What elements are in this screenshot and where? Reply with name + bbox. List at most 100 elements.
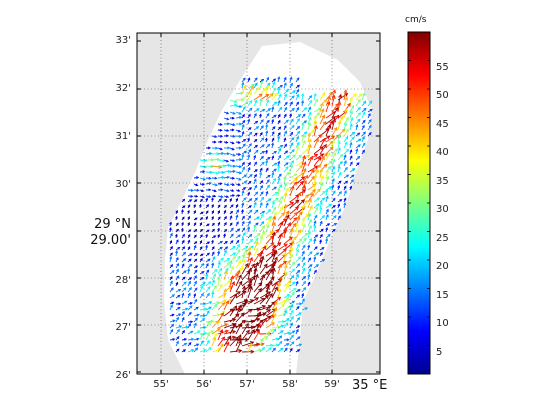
current-vector-head <box>297 84 301 88</box>
current-vector <box>361 112 366 119</box>
current-vector-head <box>350 117 354 121</box>
current-vector-head <box>232 194 236 198</box>
current-vector-head <box>187 239 191 243</box>
current-vector <box>337 101 341 113</box>
current-vector <box>313 181 317 191</box>
current-vector <box>295 238 303 245</box>
current-vector-head <box>214 135 218 139</box>
current-vector-head <box>338 93 343 99</box>
current-vector <box>337 166 341 173</box>
current-vector-head <box>230 233 234 237</box>
current-vector <box>241 259 246 269</box>
current-vector-head <box>249 187 253 191</box>
current-vector <box>259 309 271 317</box>
current-vector <box>235 244 240 251</box>
current-vector <box>307 100 312 107</box>
current-vector-head <box>231 183 235 187</box>
current-vector <box>271 242 281 251</box>
current-vector <box>223 318 236 323</box>
current-vector-head <box>296 106 300 111</box>
current-vector-head <box>296 243 300 248</box>
current-vector-head <box>271 131 275 135</box>
current-vector-head <box>225 246 229 250</box>
current-vector-head <box>303 237 307 241</box>
current-vector-head <box>205 233 208 237</box>
current-vector-head <box>232 169 236 173</box>
current-vector <box>313 225 316 233</box>
current-vector-head <box>302 154 306 160</box>
current-vector-head <box>261 161 265 165</box>
current-vector-head <box>242 106 246 110</box>
current-vector <box>295 244 300 251</box>
current-vector <box>205 320 214 323</box>
current-vector <box>181 326 188 329</box>
current-vector <box>229 293 237 305</box>
current-vector-head <box>176 348 180 352</box>
current-vector-head <box>237 228 241 232</box>
current-vector-head <box>271 301 276 306</box>
current-vector-head <box>362 111 366 115</box>
current-vector <box>301 237 307 245</box>
current-vector-head <box>283 226 288 231</box>
current-vector <box>217 330 229 335</box>
current-vector-head <box>268 292 273 298</box>
current-vector-head <box>235 214 239 218</box>
current-vector-head <box>290 131 294 135</box>
current-vector-head <box>210 330 215 334</box>
current-vector-head <box>260 184 263 188</box>
current-vector <box>265 249 276 257</box>
current-vector-head <box>242 302 247 307</box>
current-vector <box>253 82 258 89</box>
current-vector-head <box>182 246 186 250</box>
current-vector-head <box>290 303 294 308</box>
map-grid <box>137 33 380 374</box>
current-vector-head <box>326 100 331 106</box>
current-vector-head <box>286 155 290 159</box>
current-vector-head <box>196 343 200 347</box>
current-vector-head <box>249 100 253 104</box>
current-vector <box>253 233 261 239</box>
current-vector-head <box>182 205 186 209</box>
current-vector <box>271 307 277 317</box>
current-vector-head <box>302 139 306 144</box>
current-vector <box>301 262 306 269</box>
current-vector <box>223 258 230 263</box>
current-vector-head <box>333 152 337 156</box>
current-vector-head <box>226 111 230 115</box>
x-tick-label-59: 59' <box>324 379 339 390</box>
current-vector-head <box>322 259 326 262</box>
current-vector-head <box>321 215 326 219</box>
current-vector-head <box>337 147 341 151</box>
current-vector-head <box>208 195 212 199</box>
current-vector-head <box>178 288 182 292</box>
current-vector <box>295 229 301 239</box>
current-vector-head <box>345 148 350 153</box>
current-vector-head <box>325 213 329 218</box>
current-vector-head <box>185 325 189 329</box>
current-vector-head <box>313 224 317 229</box>
current-vector-head <box>355 148 359 152</box>
current-vector <box>301 134 305 143</box>
current-vector <box>337 154 343 161</box>
current-vector <box>253 274 259 287</box>
current-vector <box>277 177 280 185</box>
current-vector <box>331 190 336 197</box>
current-vector-head <box>274 101 278 105</box>
current-vector-head <box>187 267 191 272</box>
current-vector <box>349 136 355 143</box>
current-vector-head <box>349 96 353 101</box>
current-vector-head <box>272 221 276 226</box>
current-vector <box>259 338 264 347</box>
current-vector-head <box>292 330 296 334</box>
current-vector <box>295 114 301 119</box>
current-vector-head <box>248 308 253 313</box>
current-vector <box>205 165 213 168</box>
current-vector-head <box>349 185 353 189</box>
current-vector-head <box>343 108 348 113</box>
current-vector <box>313 146 324 155</box>
current-vector <box>289 310 294 317</box>
current-vector <box>337 161 343 167</box>
current-vector-head <box>317 188 321 193</box>
current-vector <box>325 203 332 209</box>
current-vector <box>217 337 225 347</box>
